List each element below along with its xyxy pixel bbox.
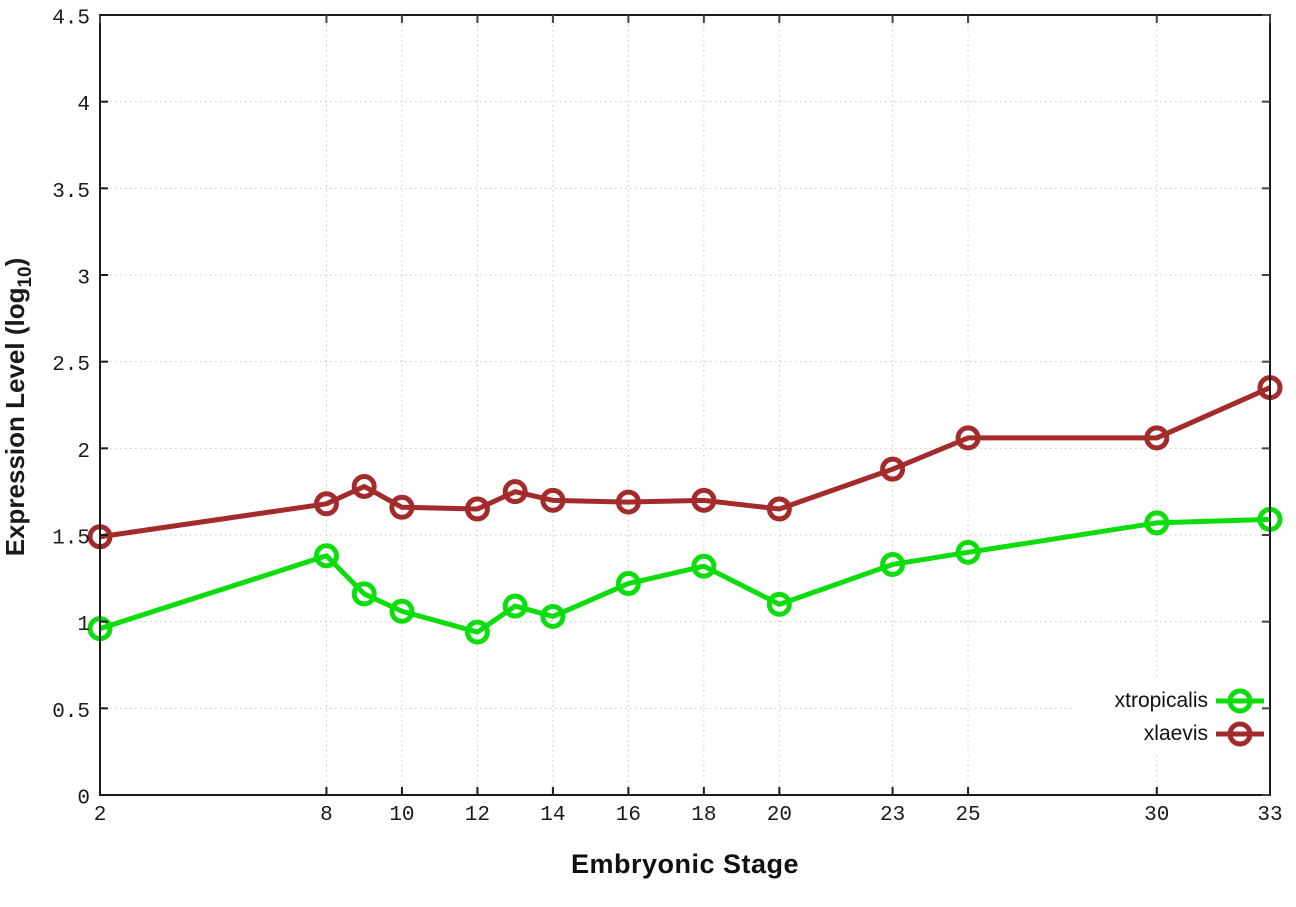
data-point-xtropicalis bbox=[691, 553, 717, 579]
data-point-xtropicalis bbox=[880, 551, 906, 577]
x-tick-label: 33 bbox=[1257, 804, 1282, 827]
data-point-xlaevis bbox=[766, 496, 792, 522]
data-point-xtropicalis bbox=[389, 598, 415, 624]
y-tick-label: 2 bbox=[77, 441, 90, 464]
x-axis-title: Embryonic Stage bbox=[570, 849, 800, 879]
series-line-xlaevis bbox=[99, 385, 1272, 540]
x-tick-label: 12 bbox=[465, 804, 490, 827]
y-tick-label: 1.5 bbox=[52, 528, 90, 551]
data-point-xtropicalis bbox=[313, 543, 339, 569]
data-point-xtropicalis bbox=[540, 603, 566, 629]
y-tick-label: 0.5 bbox=[52, 701, 90, 724]
data-point-xtropicalis bbox=[955, 539, 981, 565]
data-point-xtropicalis bbox=[1144, 510, 1170, 536]
data-point-xlaevis bbox=[615, 489, 641, 515]
x-tick-label: 18 bbox=[691, 804, 716, 827]
series-line-xtropicalis bbox=[99, 516, 1271, 635]
x-tick-label: 2 bbox=[94, 804, 107, 827]
legend-label-xtropicalis: xtropicalis bbox=[1114, 689, 1208, 712]
data-point-xlaevis bbox=[955, 425, 981, 451]
data-point-xlaevis bbox=[313, 491, 339, 517]
data-point-xlaevis bbox=[880, 456, 906, 482]
data-point-xlaevis bbox=[464, 496, 490, 522]
y-tick-label: 3 bbox=[77, 268, 90, 291]
data-point-xtropicalis bbox=[615, 571, 641, 597]
y-axis-title: Expression Level (log10) bbox=[0, 258, 36, 557]
x-tick-label: 25 bbox=[955, 804, 980, 827]
y-tick-label: 3.5 bbox=[52, 181, 90, 204]
x-tick-label: 10 bbox=[389, 804, 414, 827]
data-point-xlaevis bbox=[691, 487, 717, 513]
x-tick-label: 8 bbox=[320, 804, 333, 827]
data-point-xlaevis bbox=[351, 473, 377, 499]
x-tick-label: 23 bbox=[880, 804, 905, 827]
y-tick-label: 1 bbox=[77, 614, 90, 637]
data-point-xlaevis bbox=[389, 494, 415, 520]
legend-sample-marker-xtropicalis bbox=[1227, 688, 1253, 714]
x-tick-label: 16 bbox=[616, 804, 641, 827]
plot-border bbox=[99, 14, 1271, 796]
y-tick-label: 4 bbox=[77, 94, 90, 117]
legend-sample-marker-xlaevis bbox=[1227, 721, 1253, 747]
y-tick-label: 4.5 bbox=[52, 8, 90, 31]
x-tick-label: 20 bbox=[767, 804, 792, 827]
data-point-xtropicalis bbox=[766, 591, 792, 617]
data-point-xtropicalis bbox=[502, 593, 528, 619]
x-tick-label: 14 bbox=[540, 804, 565, 827]
y-tick-label: 0 bbox=[77, 788, 90, 811]
data-point-xtropicalis bbox=[464, 619, 490, 645]
legend-label-xlaevis: xlaevis bbox=[1143, 722, 1208, 745]
data-point-xlaevis bbox=[502, 479, 528, 505]
data-point-xtropicalis bbox=[351, 581, 377, 607]
x-tick-label: 30 bbox=[1144, 804, 1169, 827]
data-point-xlaevis bbox=[1144, 425, 1170, 451]
data-point-xlaevis bbox=[540, 487, 566, 513]
y-tick-label: 2.5 bbox=[52, 354, 90, 377]
